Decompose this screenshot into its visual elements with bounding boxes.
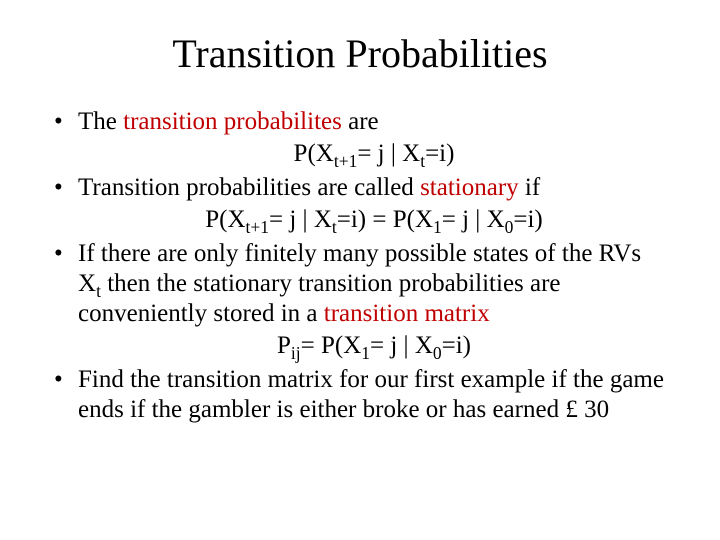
f2e: =i) — [513, 206, 542, 233]
f2d: = j | X — [442, 206, 505, 233]
bullet-4: Find the transition matrix for our first… — [50, 365, 670, 425]
f1c: =i) — [425, 140, 454, 167]
f2b: = j | X — [269, 206, 332, 233]
bullet-3-formula: Pij= P(X1= j | X0=i) — [78, 331, 670, 361]
f1a: P(X — [294, 140, 334, 167]
bullet-2-suffix: if — [519, 174, 541, 201]
bullet-3-emphasis: transition matrix — [324, 300, 490, 327]
f3s1: ij — [291, 343, 301, 363]
f3s2: 1 — [361, 343, 370, 363]
bullet-3: If there are only finitely many possible… — [50, 239, 670, 361]
bullet-1-suffix: are — [342, 108, 379, 135]
f1s1: t+1 — [334, 151, 357, 171]
f2s1: t+1 — [246, 217, 269, 237]
f2s3: 1 — [433, 217, 442, 237]
slide: Transition Probabilities The transition … — [0, 0, 720, 540]
f3d: =i) — [442, 332, 471, 359]
bullet-2-formula: P(Xt+1= j | Xt=i) = P(X1= j | X0=i) — [78, 205, 670, 235]
f3b: = P(X — [301, 332, 362, 359]
f3s3: 0 — [433, 343, 442, 363]
bullet-1-formula: P(Xt+1= j | Xt=i) — [78, 139, 670, 169]
bullet-2-prefix: Transition probabilities are called — [78, 174, 420, 201]
bullet-1-prefix: The — [78, 108, 123, 135]
slide-title: Transition Probabilities — [50, 30, 670, 77]
bullet-1-emphasis: transition probabilites — [123, 108, 342, 135]
bullet-2: Transition probabilities are called stat… — [50, 173, 670, 235]
f3c: = j | X — [370, 332, 433, 359]
bullet-2-emphasis: stationary — [420, 174, 519, 201]
bullet-list: The transition probabilites are P(Xt+1= … — [50, 107, 670, 425]
f2c: =i) = P(X — [337, 206, 433, 233]
bullet-4-text: Find the transition matrix for our first… — [78, 366, 664, 423]
bullet-1: The transition probabilites are P(Xt+1= … — [50, 107, 670, 169]
f3a: P — [277, 332, 291, 359]
f1b: = j | X — [357, 140, 420, 167]
f2a: P(X — [205, 206, 245, 233]
